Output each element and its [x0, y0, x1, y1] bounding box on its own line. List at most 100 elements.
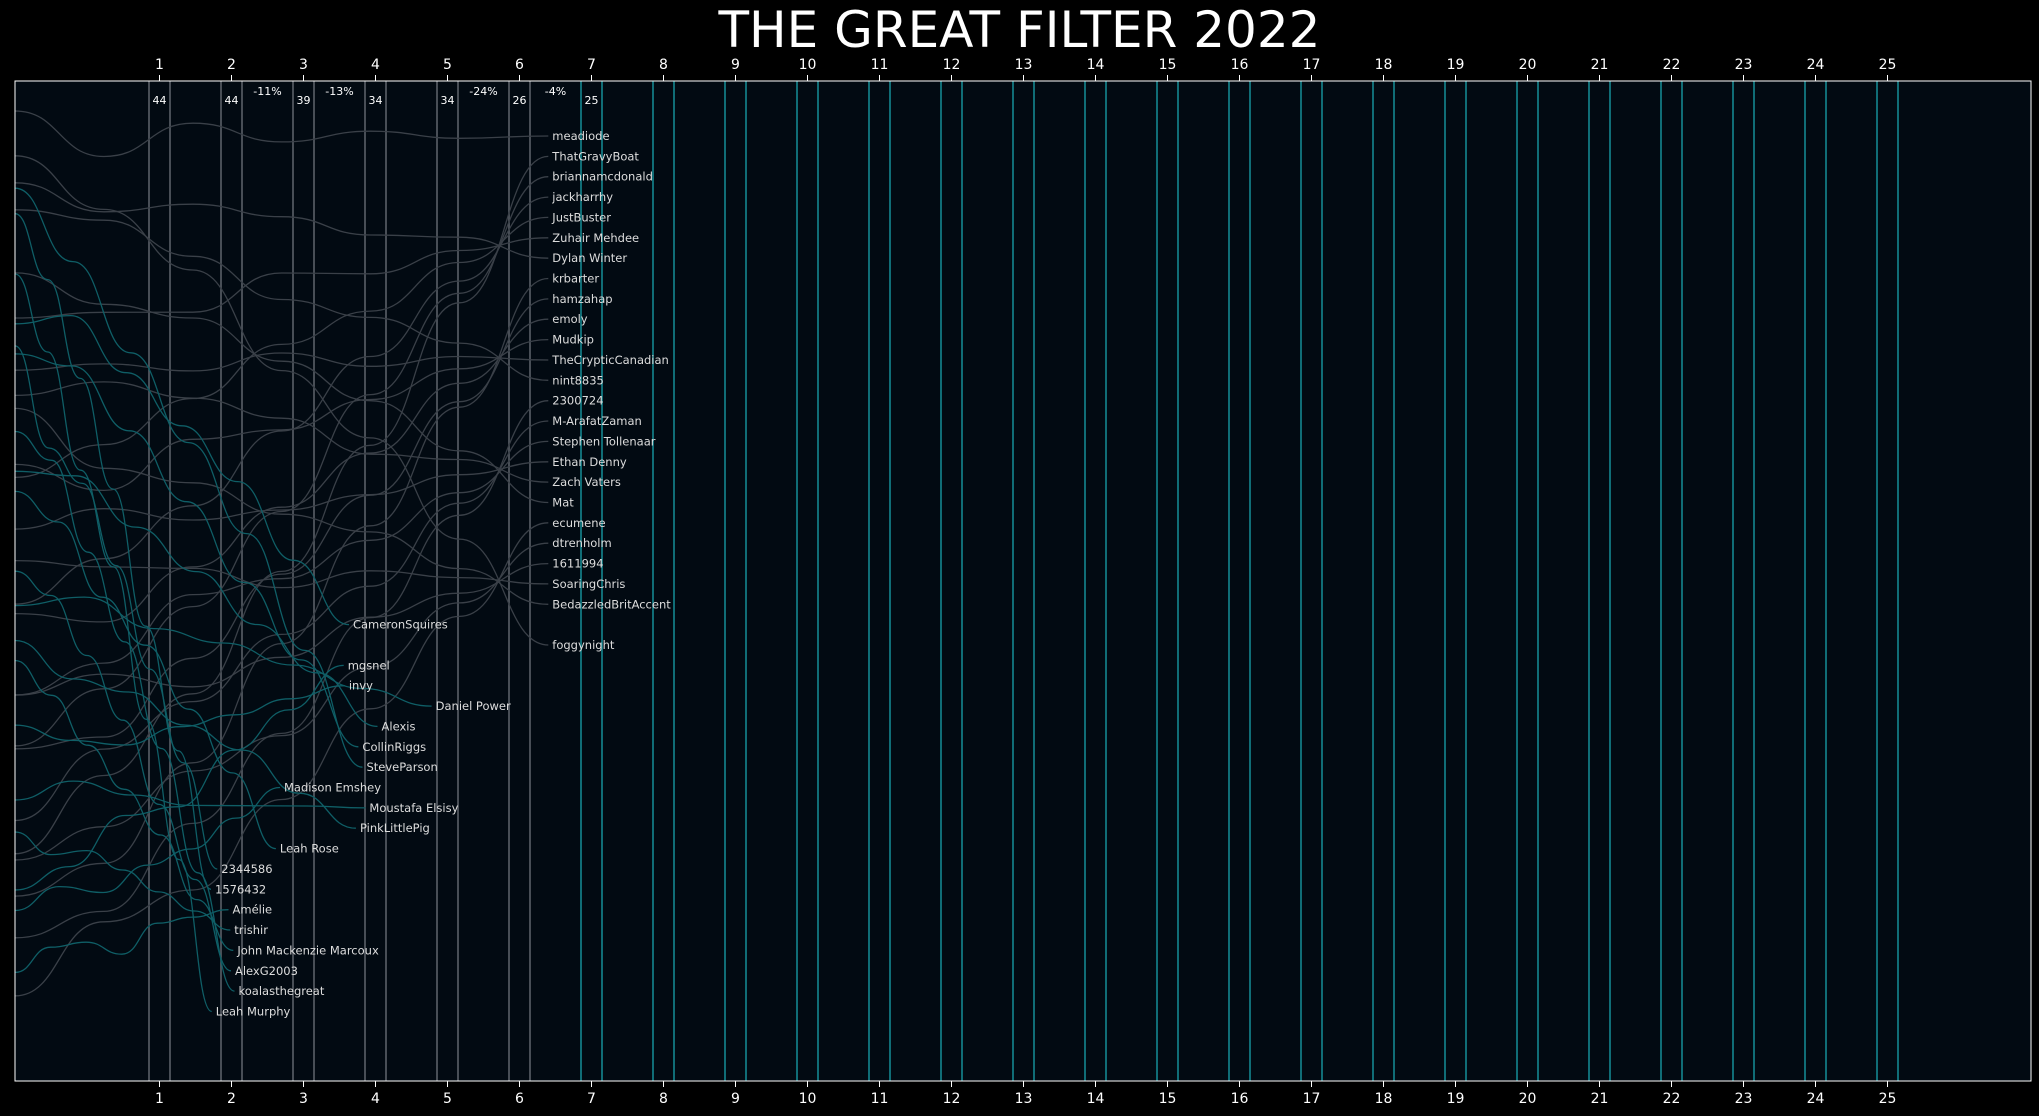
tick-label-top: 3	[299, 57, 308, 73]
series-label: CollinRiggs	[362, 740, 426, 754]
series-label: TheCrypticCanadian	[551, 353, 669, 367]
series-line	[14, 685, 345, 746]
tick-label-bottom: 3	[299, 1091, 308, 1107]
tick-label-top: 20	[1519, 57, 1537, 73]
series-line	[14, 345, 218, 870]
tick-label-top: 9	[731, 57, 740, 73]
series-line	[14, 353, 359, 748]
tick-label-bottom: 1	[155, 1091, 164, 1107]
tick-label-bottom: 23	[1735, 1091, 1753, 1107]
series-label: jackharrhy	[551, 190, 613, 204]
series-line	[14, 216, 549, 479]
series-line	[14, 542, 549, 861]
series-line	[14, 570, 232, 972]
series-line	[14, 559, 549, 589]
round-label: 39	[297, 94, 311, 107]
tick-label-bottom: 25	[1879, 1091, 1897, 1107]
tick-label-bottom: 4	[371, 1091, 380, 1107]
tick-label-bottom: 17	[1303, 1091, 1321, 1107]
series-line	[14, 461, 549, 530]
series-line	[14, 522, 549, 997]
series-label: nint8835	[552, 373, 604, 387]
tick-label-bottom: 15	[1159, 1091, 1177, 1107]
series-label: Leah Rose	[280, 842, 339, 856]
tick-label-top: 13	[1015, 57, 1033, 73]
tick-label-top: 24	[1807, 57, 1825, 73]
series-label: krbarter	[552, 272, 599, 286]
series-label: Ethan Denny	[552, 455, 627, 469]
series-label: koalasthegreat	[239, 984, 325, 998]
round-label: -13%	[325, 85, 353, 98]
tick-label-bottom: 13	[1015, 1091, 1033, 1107]
series-label: mgsnel	[348, 658, 390, 672]
series-line	[14, 562, 549, 696]
series-line	[14, 786, 281, 912]
tick-label-bottom: 7	[587, 1091, 596, 1107]
series-labels: meadiode ThatGravyBoat briannamcdonald jack…	[215, 129, 671, 1018]
series-line	[14, 273, 213, 1013]
tick-label-bottom: 9	[731, 1091, 740, 1107]
series-label: dtrenholm	[552, 536, 611, 550]
tick-label-top: 21	[1591, 57, 1609, 73]
series-label: Dylan Winter	[552, 251, 627, 265]
tick-label-top: 5	[443, 57, 452, 73]
series-label: Zach Vaters	[552, 475, 621, 489]
series-line	[14, 155, 549, 646]
tick-label-top: 12	[943, 57, 961, 73]
tick-label-top: 19	[1447, 57, 1465, 73]
series-line	[14, 420, 549, 822]
round-label: 34	[441, 94, 455, 107]
tick-label-bottom: 6	[515, 1091, 524, 1107]
tick-label-bottom: 2	[227, 1091, 236, 1107]
x-ticks-top: 1 2 3 4 5 6 7 8 9 10 11 12 13 14 15 16 17 18 19 20 21 22 23 24 2…	[155, 57, 1896, 81]
tick-label-bottom: 19	[1447, 1091, 1465, 1107]
series-label: hamzahap	[552, 292, 612, 306]
tick-label-top: 14	[1087, 57, 1105, 73]
tick-label-top: 16	[1231, 57, 1249, 73]
series-label: 2300724	[552, 394, 603, 408]
series-line	[14, 659, 234, 952]
tick-label-top: 15	[1159, 57, 1177, 73]
series-label: CameronSquires	[353, 618, 448, 632]
series-label: M-ArafatZaman	[552, 414, 642, 428]
series-label: AlexG2003	[235, 964, 298, 978]
series-label: Mat	[552, 495, 574, 509]
tick-label-bottom: 8	[659, 1091, 668, 1107]
series-label: John Mackenzie Marcoux	[236, 943, 379, 957]
series-line	[14, 272, 549, 504]
round-label: 25	[585, 94, 599, 107]
series-line	[14, 639, 356, 829]
tick-label-bottom: 18	[1375, 1091, 1393, 1107]
tick-label-bottom: 20	[1519, 1091, 1537, 1107]
tick-label-bottom: 14	[1087, 1091, 1105, 1107]
series-lines	[14, 110, 549, 1013]
tick-label-top: 10	[799, 57, 817, 73]
tick-label-top: 18	[1375, 57, 1393, 73]
series-label: trishir	[234, 923, 268, 937]
tick-label-top: 22	[1663, 57, 1681, 73]
round-labels: 44 44 -11% 39 -13% 34 34 -24% 26 -4% 25	[153, 85, 599, 107]
tick-label-top: 4	[371, 57, 380, 73]
tick-label-bottom: 21	[1591, 1091, 1609, 1107]
series-line	[14, 440, 549, 696]
series-line	[14, 338, 549, 492]
series-line	[14, 209, 549, 381]
tick-label-top: 8	[659, 57, 668, 73]
series-label: Leah Murphy	[216, 1004, 291, 1018]
series-label: emoly	[552, 312, 588, 326]
series-label: SteveParson	[366, 760, 437, 774]
series-line	[14, 277, 549, 897]
series-label: Alexis	[382, 719, 416, 733]
series-line	[14, 407, 549, 605]
series-label: JustBuster	[551, 210, 611, 224]
series-label: Amélie	[233, 903, 273, 917]
series-label: Moustafa Elsisy	[369, 801, 458, 815]
tick-label-top: 2	[227, 57, 236, 73]
series-line	[14, 213, 212, 890]
series-line	[14, 490, 277, 850]
series-label: 2344586	[221, 862, 272, 876]
tick-label-top: 23	[1735, 57, 1753, 73]
tick-label-bottom: 22	[1663, 1091, 1681, 1107]
series-label: Madison Emshey	[284, 781, 381, 795]
series-line	[14, 664, 344, 891]
